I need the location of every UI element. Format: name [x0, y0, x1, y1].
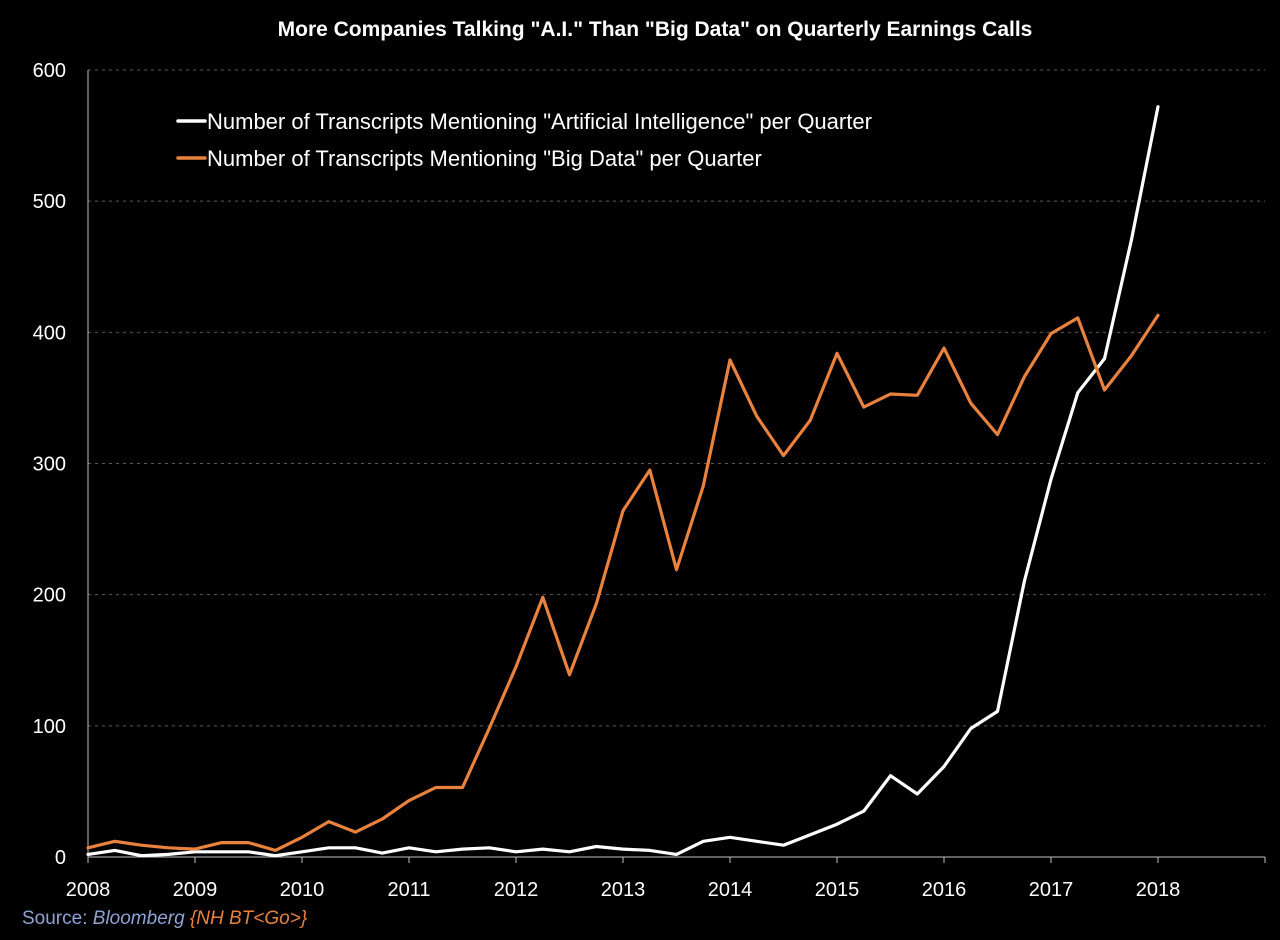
series-line-big-data: [86, 313, 1160, 853]
axes: 0 100 200 300 400 500 600 2008 2009 2010 2011 2012 2…: [33, 60, 1266, 901]
y-tick-label-200: 200: [33, 585, 66, 607]
gridlines: [88, 69, 1265, 727]
source-label: Source:: [22, 908, 93, 929]
x-tick-label-2012: 2012: [494, 879, 539, 901]
y-tick-label-400: 400: [33, 322, 66, 344]
x-tick-label-2010: 2010: [280, 879, 325, 901]
y-tick-label-600: 600: [33, 60, 66, 82]
x-tick-label-2011: 2011: [387, 879, 430, 901]
x-tick-label-2009: 2009: [173, 879, 218, 901]
x-tick-label-2016: 2016: [922, 879, 967, 901]
y-tick-label-500: 500: [33, 191, 66, 213]
x-tick-label-2008: 2008: [66, 879, 111, 901]
x-tick-label-2014: 2014: [708, 879, 753, 901]
y-tick-label-0: 0: [55, 847, 66, 869]
source-provider: Bloomberg: [92, 908, 185, 929]
x-tick-label-2015: 2015: [815, 879, 860, 901]
legend: Number of Transcripts Mentioning "Artifi…: [176, 109, 872, 171]
series-lines: [86, 105, 1160, 858]
y-tick-label-100: 100: [33, 716, 66, 738]
y-tick-label-300: 300: [33, 454, 66, 476]
legend-label-2: Number of Transcripts Mentioning "Big Da…: [207, 146, 762, 171]
x-tick-label-2013: 2013: [601, 879, 646, 901]
series-line-artificial-intelligence: [86, 105, 1160, 858]
x-tick-label-2017: 2017: [1029, 879, 1074, 901]
legend-label-1: Number of Transcripts Mentioning "Artifi…: [207, 109, 872, 134]
source-note: Source: Bloomberg {NH BT<Go>}: [22, 908, 307, 930]
source-command: {NH BT<Go>}: [189, 908, 308, 929]
x-tick-label-2018: 2018: [1136, 879, 1181, 901]
chart-title: More Companies Talking "A.I." Than "Big …: [277, 18, 1033, 41]
